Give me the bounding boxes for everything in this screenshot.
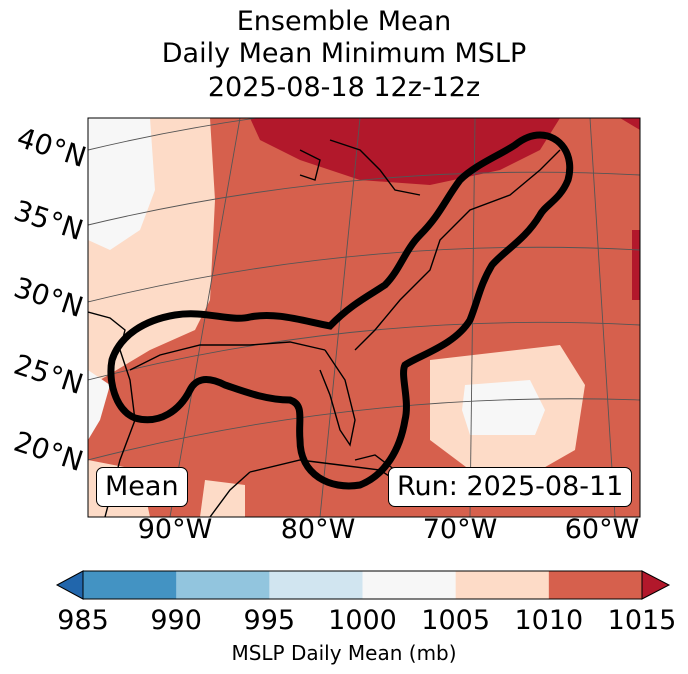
coastlines xyxy=(88,139,561,517)
colorbar-segment xyxy=(455,571,550,599)
colorbar-max-extend xyxy=(642,571,669,599)
colorbar-min-extend xyxy=(57,571,83,599)
colorbar-label: MSLP Daily Mean (mb) xyxy=(231,641,457,665)
colorbar-tick-label: 1010 xyxy=(514,605,584,636)
colorbar xyxy=(55,570,671,600)
lon-label-80: 80°W xyxy=(280,514,356,545)
lon-label-70: 70°W xyxy=(422,514,498,545)
title-line-1: Ensemble Mean xyxy=(236,6,452,37)
mean-label-box: Mean xyxy=(96,467,188,507)
title-line-2: Daily Mean Minimum MSLP xyxy=(161,38,527,69)
colorbar-segment xyxy=(362,571,457,599)
colorbar-tick-label: 990 xyxy=(150,605,202,636)
colorbar-tick-label: 1005 xyxy=(421,605,491,636)
title-line-3: 2025-08-18 12z-12z xyxy=(207,72,481,103)
run-label-box: Run: 2025-08-11 xyxy=(388,467,633,507)
lon-label-60: 60°W xyxy=(564,514,640,545)
colorbar-segment xyxy=(176,571,270,599)
region-outline xyxy=(107,131,574,490)
colorbar-segment xyxy=(548,571,643,599)
pressure-field xyxy=(88,118,640,517)
colorbar-tick-label: 1015 xyxy=(607,605,677,636)
colorbar-tick-label: 985 xyxy=(57,605,109,636)
colorbar-tick-label: 1000 xyxy=(328,605,397,636)
lon-label-90: 90°W xyxy=(137,514,213,545)
colorbar-segment xyxy=(83,571,177,599)
colorbar-tick-label: 995 xyxy=(243,605,296,636)
colorbar-segment xyxy=(269,571,363,599)
